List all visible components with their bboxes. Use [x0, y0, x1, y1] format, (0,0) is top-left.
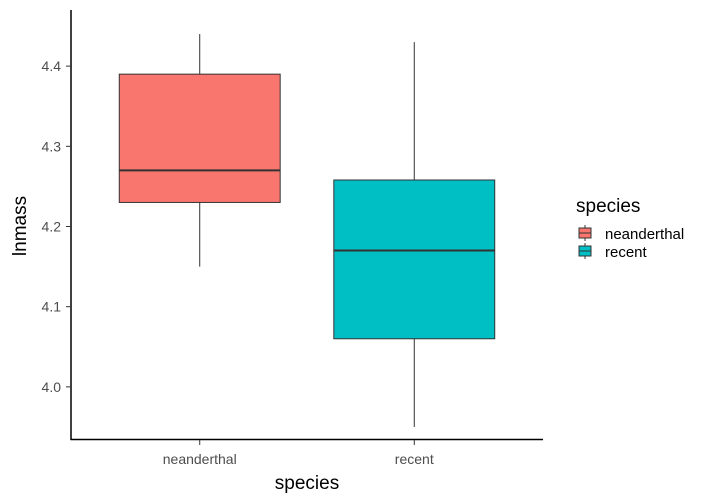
x-ticks: neanderthal recent	[163, 440, 434, 467]
box-neanderthal	[118, 34, 281, 267]
y-ticks: 4.0 4.1 4.2 4.3 4.4	[42, 58, 71, 395]
y-tick-label: 4.0	[42, 379, 62, 395]
boxes-layer	[118, 34, 496, 427]
x-tick-label: recent	[395, 451, 434, 467]
y-axis-title: lnmass	[10, 196, 31, 256]
x-tick-label: neanderthal	[163, 451, 237, 467]
axes-layer	[70, 10, 543, 441]
legend-label: recent	[605, 244, 648, 261]
y-tick-label: 4.4	[42, 58, 62, 74]
y-tick-label: 4.3	[42, 138, 62, 154]
box-body	[333, 179, 496, 340]
y-tick-label: 4.1	[42, 299, 62, 315]
box-recent	[333, 42, 496, 427]
y-tick-label: 4.2	[42, 219, 62, 235]
legend-entry-recent: recent	[578, 243, 648, 261]
x-axis-title: species	[275, 473, 339, 494]
legend-entry-neanderthal: neanderthal	[578, 225, 684, 243]
box-body	[118, 73, 281, 203]
legend-title: species	[576, 196, 640, 217]
legend-label: neanderthal	[605, 226, 684, 243]
